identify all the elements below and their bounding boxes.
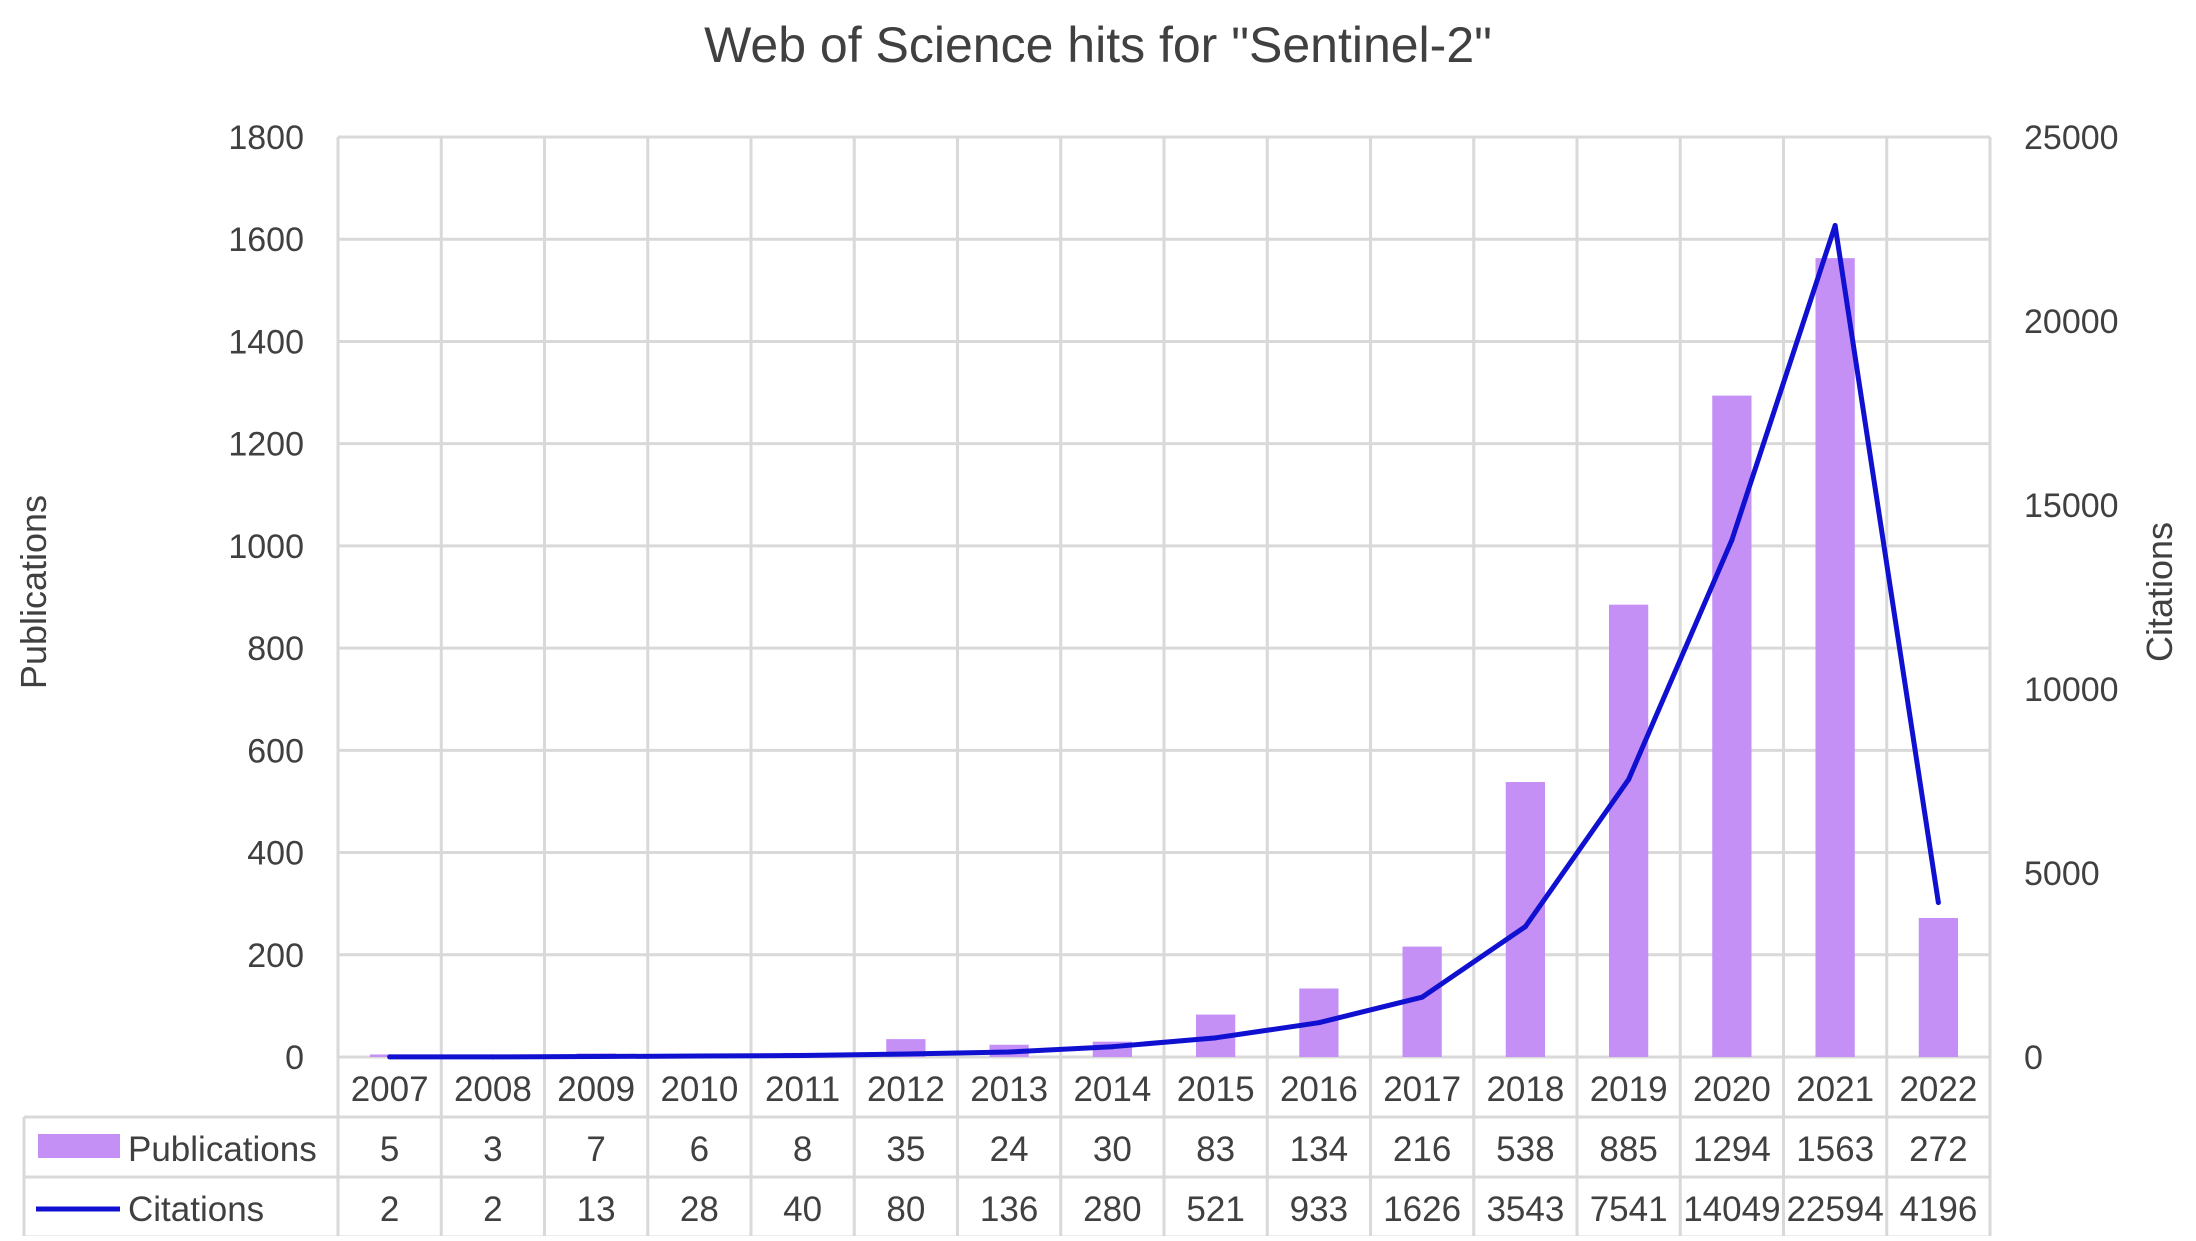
y2-tick-label: 25000 (2024, 119, 2119, 157)
y-tick-label: 1200 (228, 426, 304, 464)
table-citations-value: 28 (680, 1190, 719, 1229)
table-citations-value: 2 (380, 1190, 399, 1229)
point-citations (1729, 537, 1735, 543)
table-publications-value: 83 (1196, 1130, 1235, 1169)
axis-ticks: 0 200 400 600 800 1000 1200 1400 1600 1800 0 5000 10… (228, 119, 2118, 1077)
y2-tick-label: 10000 (2024, 671, 2119, 709)
table-publications-value: 35 (886, 1130, 925, 1169)
y-tick-label: 600 (247, 732, 304, 770)
bar-publications (1815, 258, 1855, 1058)
table-publications-value: 134 (1290, 1130, 1348, 1169)
line-series (387, 223, 1941, 1060)
table-publications-value: 8 (793, 1130, 812, 1169)
y-tick-label: 1400 (228, 323, 304, 361)
table-citations-value: 80 (886, 1190, 925, 1229)
table-publications-value: 7 (586, 1130, 605, 1169)
table-publications-value: 272 (1909, 1130, 1967, 1169)
point-citations (490, 1054, 496, 1060)
chart-title: Web of Science hits for "Sentinel-2" (704, 17, 1492, 73)
data-table: 2007 2008 2009 2010 2011 2012 2013 2014 2015 2016… (36, 1070, 1977, 1229)
table-citations-value: 3543 (1486, 1190, 1564, 1229)
table-category-label: 2019 (1590, 1070, 1668, 1109)
point-citations (1419, 994, 1425, 1000)
bar-publications (1918, 917, 1958, 1057)
y2-tick-label: 15000 (2024, 487, 2119, 525)
gridlines (22, 135, 1992, 1239)
point-citations (1109, 1044, 1115, 1050)
point-citations (1006, 1049, 1012, 1055)
y-tick-label: 800 (247, 630, 304, 668)
y-tick-label: 1800 (228, 119, 304, 157)
table-publications-value: 6 (690, 1130, 709, 1169)
table-citations-value: 14049 (1683, 1190, 1780, 1229)
table-publications-value: 30 (1093, 1130, 1132, 1169)
bar-publications (1609, 604, 1649, 1057)
point-citations (1213, 1035, 1219, 1041)
table-publications-value: 1294 (1693, 1130, 1771, 1169)
table-citations-value: 933 (1290, 1190, 1348, 1229)
table-publications-value: 538 (1496, 1130, 1554, 1169)
table-publications-value: 24 (990, 1130, 1029, 1169)
table-publications-value: 216 (1393, 1130, 1451, 1169)
y2-tick-label: 20000 (2024, 303, 2119, 341)
table-category-label: 2014 (1073, 1070, 1151, 1109)
table-citations-value: 2 (483, 1190, 502, 1229)
table-citations-value: 13 (577, 1190, 616, 1229)
legend-label-publications: Publications (128, 1130, 317, 1169)
table-citations-value: 7541 (1590, 1190, 1668, 1229)
table-category-label: 2007 (351, 1070, 429, 1109)
table-category-label: 2008 (454, 1070, 532, 1109)
legend-key-publications (38, 1134, 120, 1158)
point-citations (1626, 776, 1632, 782)
bars (370, 258, 1958, 1058)
y-tick-label: 1600 (228, 221, 304, 259)
point-citations (593, 1054, 599, 1060)
table-citations-value: 4196 (1899, 1190, 1977, 1229)
point-citations (1935, 900, 1941, 906)
table-category-label: 2010 (660, 1070, 738, 1109)
table-publications-value: 885 (1599, 1130, 1657, 1169)
table-publications-value: 3 (483, 1130, 502, 1169)
y-tick-label: 200 (247, 937, 304, 975)
table-category-label: 2017 (1383, 1070, 1461, 1109)
table-citations-value: 22594 (1786, 1190, 1883, 1229)
table-citations-value: 521 (1186, 1190, 1244, 1229)
y2-tick-label: 0 (2024, 1039, 2043, 1077)
point-citations (1832, 223, 1838, 229)
legend-label-citations: Citations (128, 1190, 264, 1229)
point-citations (903, 1051, 909, 1057)
table-category-label: 2021 (1796, 1070, 1874, 1109)
point-citations (1316, 1020, 1322, 1026)
point-citations (696, 1053, 702, 1059)
y-tick-label: 400 (247, 835, 304, 873)
point-citations (387, 1054, 393, 1060)
y-tick-label: 1000 (228, 528, 304, 566)
y2-tick-label: 5000 (2024, 855, 2100, 893)
table-citations-value: 280 (1083, 1190, 1141, 1229)
bar-publications (1505, 782, 1545, 1057)
table-citations-value: 40 (783, 1190, 822, 1229)
point-citations (1522, 924, 1528, 930)
y2-axis-label: Citations (2139, 522, 2180, 662)
y-axis-label: Publications (13, 495, 54, 689)
table-category-label: 2015 (1177, 1070, 1255, 1109)
point-citations (800, 1053, 806, 1059)
y-tick-label: 0 (285, 1039, 304, 1077)
table-citations-value: 1626 (1383, 1190, 1461, 1229)
table-category-label: 2022 (1899, 1070, 1977, 1109)
table-category-label: 2016 (1280, 1070, 1358, 1109)
table-citations-value: 136 (980, 1190, 1038, 1229)
table-publications-value: 1563 (1796, 1130, 1874, 1169)
table-publications-value: 5 (380, 1130, 399, 1169)
table-category-label: 2020 (1693, 1070, 1771, 1109)
table-category-label: 2012 (867, 1070, 945, 1109)
line-citations (389, 223, 1941, 1060)
table-category-label: 2018 (1486, 1070, 1564, 1109)
table-category-label: 2013 (970, 1070, 1048, 1109)
table-category-label: 2009 (557, 1070, 635, 1109)
table-category-label: 2011 (765, 1070, 840, 1109)
